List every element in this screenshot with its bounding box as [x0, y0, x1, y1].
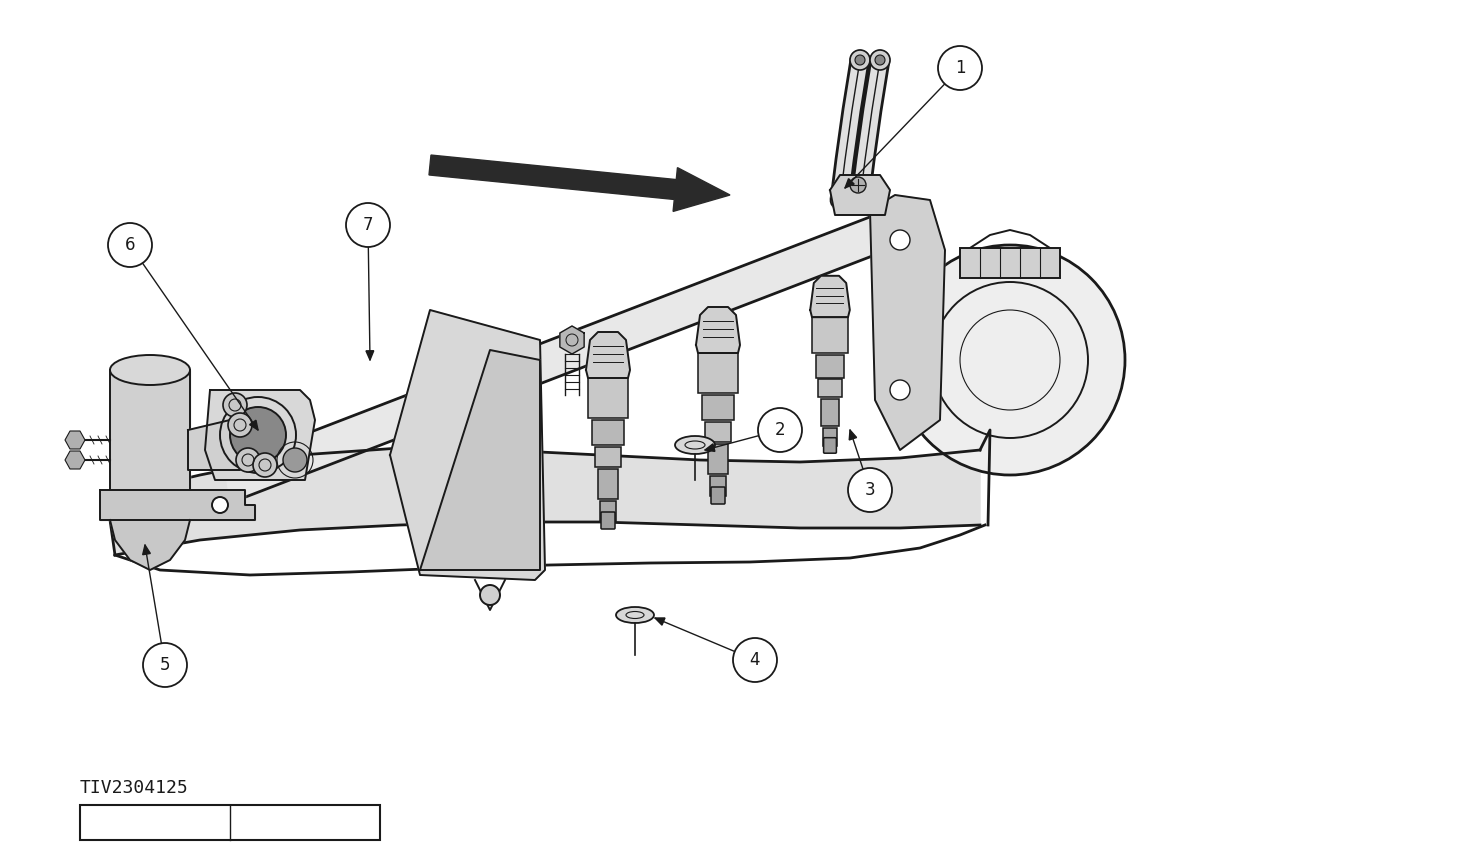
Polygon shape	[846, 178, 854, 188]
Circle shape	[222, 393, 247, 417]
FancyBboxPatch shape	[812, 318, 849, 353]
FancyBboxPatch shape	[600, 501, 616, 521]
FancyBboxPatch shape	[708, 444, 729, 474]
Polygon shape	[429, 155, 730, 211]
Circle shape	[230, 407, 285, 463]
FancyBboxPatch shape	[824, 438, 837, 453]
Circle shape	[143, 643, 187, 687]
Text: 3: 3	[865, 481, 875, 499]
Circle shape	[890, 380, 910, 400]
FancyBboxPatch shape	[595, 447, 620, 467]
Circle shape	[850, 177, 866, 193]
FancyBboxPatch shape	[593, 420, 625, 445]
Polygon shape	[110, 370, 190, 510]
Polygon shape	[830, 175, 890, 215]
Circle shape	[228, 413, 252, 437]
Circle shape	[890, 230, 910, 250]
Polygon shape	[116, 448, 980, 555]
Circle shape	[938, 46, 982, 90]
Circle shape	[758, 408, 802, 452]
Circle shape	[849, 468, 892, 512]
Circle shape	[253, 453, 277, 477]
Polygon shape	[64, 451, 85, 469]
FancyBboxPatch shape	[815, 355, 844, 378]
Circle shape	[854, 55, 865, 65]
Circle shape	[212, 497, 228, 513]
FancyBboxPatch shape	[702, 395, 734, 420]
Polygon shape	[99, 490, 255, 520]
Ellipse shape	[110, 495, 190, 525]
Polygon shape	[849, 430, 857, 440]
Polygon shape	[110, 510, 190, 570]
Text: 6: 6	[124, 236, 135, 254]
Polygon shape	[391, 310, 546, 580]
Polygon shape	[587, 332, 631, 378]
Polygon shape	[420, 350, 540, 570]
FancyBboxPatch shape	[960, 248, 1061, 278]
Circle shape	[870, 50, 890, 70]
Polygon shape	[655, 618, 666, 625]
Text: TIV2304125: TIV2304125	[80, 779, 189, 797]
Polygon shape	[205, 390, 315, 480]
FancyBboxPatch shape	[705, 422, 732, 442]
FancyBboxPatch shape	[598, 469, 617, 499]
Text: 4: 4	[749, 651, 761, 669]
Polygon shape	[696, 307, 740, 353]
Circle shape	[347, 203, 391, 247]
FancyBboxPatch shape	[710, 476, 726, 496]
Text: 5: 5	[159, 656, 170, 674]
Ellipse shape	[674, 436, 715, 454]
Polygon shape	[189, 420, 244, 470]
FancyBboxPatch shape	[821, 399, 838, 426]
Polygon shape	[366, 351, 373, 360]
Circle shape	[875, 55, 885, 65]
Polygon shape	[811, 276, 850, 318]
FancyBboxPatch shape	[818, 380, 841, 397]
Polygon shape	[560, 326, 584, 354]
Polygon shape	[705, 444, 715, 452]
Circle shape	[108, 223, 152, 267]
Polygon shape	[64, 431, 85, 449]
FancyBboxPatch shape	[711, 487, 726, 504]
FancyBboxPatch shape	[698, 353, 737, 393]
Polygon shape	[870, 195, 945, 450]
FancyBboxPatch shape	[588, 378, 628, 418]
Ellipse shape	[616, 607, 654, 623]
Circle shape	[282, 448, 307, 472]
FancyBboxPatch shape	[822, 428, 837, 446]
Circle shape	[850, 50, 870, 70]
Circle shape	[480, 585, 500, 605]
Text: 1: 1	[955, 59, 966, 77]
Text: 2: 2	[775, 421, 786, 439]
Polygon shape	[225, 215, 881, 503]
Polygon shape	[250, 420, 257, 430]
Text: 7: 7	[363, 216, 373, 234]
Polygon shape	[143, 545, 151, 554]
Ellipse shape	[110, 355, 190, 385]
Circle shape	[895, 245, 1125, 475]
Circle shape	[733, 638, 777, 682]
Circle shape	[236, 448, 260, 472]
FancyBboxPatch shape	[601, 512, 614, 529]
